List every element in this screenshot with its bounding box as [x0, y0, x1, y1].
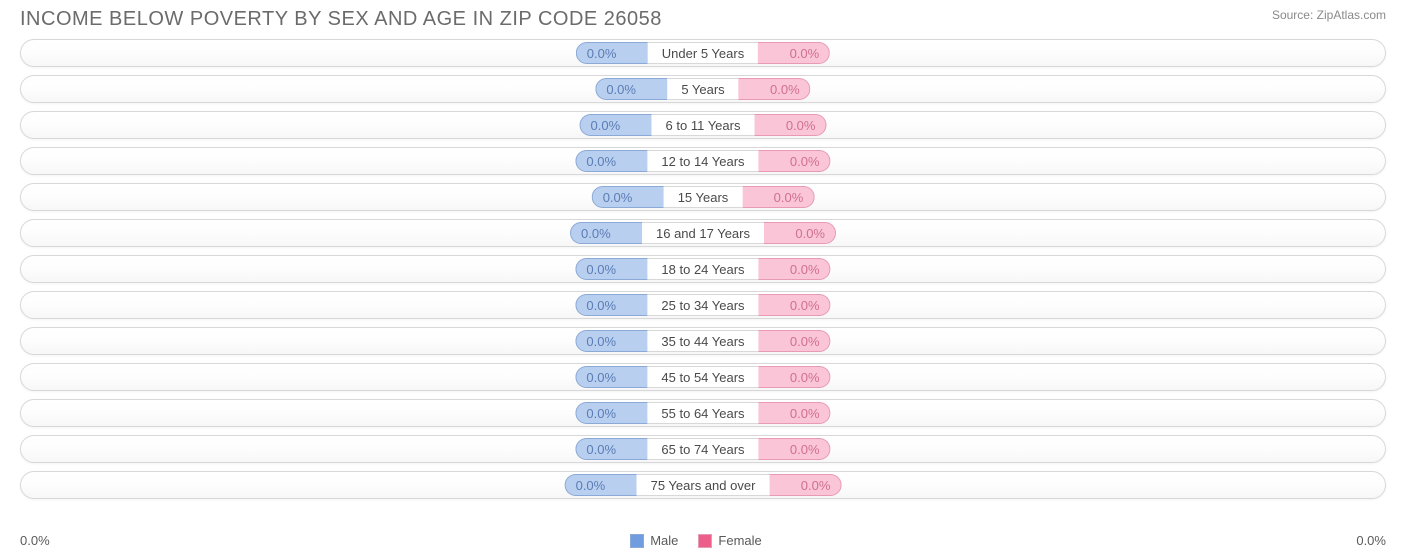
chart-row: 0.0%18 to 24 Years0.0% [20, 255, 1386, 283]
axis-right-label: 0.0% [1356, 533, 1386, 548]
legend-swatch-male [630, 534, 644, 548]
row-center-group: 0.0%15 Years0.0% [592, 186, 815, 208]
female-bar: 0.0% [754, 114, 826, 136]
male-bar: 0.0% [575, 366, 647, 388]
chart-row: 0.0%12 to 14 Years0.0% [20, 147, 1386, 175]
female-bar: 0.0% [764, 222, 836, 244]
category-label: 75 Years and over [637, 474, 770, 496]
row-center-group: 0.0%65 to 74 Years0.0% [575, 438, 830, 460]
male-bar: 0.0% [575, 258, 647, 280]
female-bar: 0.0% [759, 366, 831, 388]
row-center-group: 0.0%25 to 34 Years0.0% [575, 294, 830, 316]
male-bar: 0.0% [565, 474, 637, 496]
axis-left-label: 0.0% [20, 533, 50, 548]
chart-row: 0.0%15 Years0.0% [20, 183, 1386, 211]
legend-label-female: Female [718, 533, 761, 548]
category-label: 15 Years [664, 186, 743, 208]
legend-label-male: Male [650, 533, 678, 548]
row-center-group: 0.0%12 to 14 Years0.0% [575, 150, 830, 172]
category-label: 55 to 64 Years [647, 402, 758, 424]
female-bar: 0.0% [742, 186, 814, 208]
legend-swatch-female [698, 534, 712, 548]
male-bar: 0.0% [575, 150, 647, 172]
category-label: 65 to 74 Years [647, 438, 758, 460]
male-bar: 0.0% [575, 294, 647, 316]
category-label: 18 to 24 Years [647, 258, 758, 280]
chart-row: 0.0%45 to 54 Years0.0% [20, 363, 1386, 391]
female-bar: 0.0% [759, 438, 831, 460]
female-bar: 0.0% [739, 78, 811, 100]
female-bar: 0.0% [769, 474, 841, 496]
female-bar: 0.0% [758, 42, 830, 64]
female-bar: 0.0% [759, 294, 831, 316]
chart-area: 0.0%Under 5 Years0.0%0.0%5 Years0.0%0.0%… [0, 35, 1406, 499]
row-center-group: 0.0%55 to 64 Years0.0% [575, 402, 830, 424]
female-bar: 0.0% [759, 150, 831, 172]
chart-source: Source: ZipAtlas.com [1272, 8, 1386, 22]
chart-footer: 0.0% Male Female 0.0% [20, 533, 1386, 548]
male-bar: 0.0% [575, 402, 647, 424]
male-bar: 0.0% [570, 222, 642, 244]
category-label: 35 to 44 Years [647, 330, 758, 352]
category-label: 12 to 14 Years [647, 150, 758, 172]
category-label: 45 to 54 Years [647, 366, 758, 388]
row-center-group: 0.0%5 Years0.0% [595, 78, 810, 100]
row-center-group: 0.0%6 to 11 Years0.0% [580, 114, 827, 136]
row-center-group: 0.0%16 and 17 Years0.0% [570, 222, 836, 244]
category-label: 25 to 34 Years [647, 294, 758, 316]
female-bar: 0.0% [759, 330, 831, 352]
chart-row: 0.0%25 to 34 Years0.0% [20, 291, 1386, 319]
male-bar: 0.0% [575, 438, 647, 460]
chart-legend: Male Female [630, 533, 776, 548]
chart-title: INCOME BELOW POVERTY BY SEX AND AGE IN Z… [20, 8, 662, 31]
row-center-group: 0.0%35 to 44 Years0.0% [575, 330, 830, 352]
chart-header: INCOME BELOW POVERTY BY SEX AND AGE IN Z… [0, 0, 1406, 35]
category-label: 6 to 11 Years [652, 114, 755, 136]
female-bar: 0.0% [759, 402, 831, 424]
chart-row: 0.0%16 and 17 Years0.0% [20, 219, 1386, 247]
chart-row: 0.0%6 to 11 Years0.0% [20, 111, 1386, 139]
chart-row: 0.0%55 to 64 Years0.0% [20, 399, 1386, 427]
male-bar: 0.0% [576, 42, 648, 64]
chart-row: 0.0%75 Years and over0.0% [20, 471, 1386, 499]
female-bar: 0.0% [759, 258, 831, 280]
category-label: 16 and 17 Years [642, 222, 764, 244]
row-center-group: 0.0%18 to 24 Years0.0% [575, 258, 830, 280]
chart-row: 0.0%65 to 74 Years0.0% [20, 435, 1386, 463]
row-center-group: 0.0%Under 5 Years0.0% [576, 42, 830, 64]
row-center-group: 0.0%75 Years and over0.0% [565, 474, 842, 496]
male-bar: 0.0% [575, 330, 647, 352]
male-bar: 0.0% [592, 186, 664, 208]
row-center-group: 0.0%45 to 54 Years0.0% [575, 366, 830, 388]
category-label: Under 5 Years [648, 42, 758, 64]
chart-row: 0.0%35 to 44 Years0.0% [20, 327, 1386, 355]
chart-row: 0.0%Under 5 Years0.0% [20, 39, 1386, 67]
male-bar: 0.0% [595, 78, 667, 100]
male-bar: 0.0% [580, 114, 652, 136]
chart-row: 0.0%5 Years0.0% [20, 75, 1386, 103]
category-label: 5 Years [667, 78, 738, 100]
